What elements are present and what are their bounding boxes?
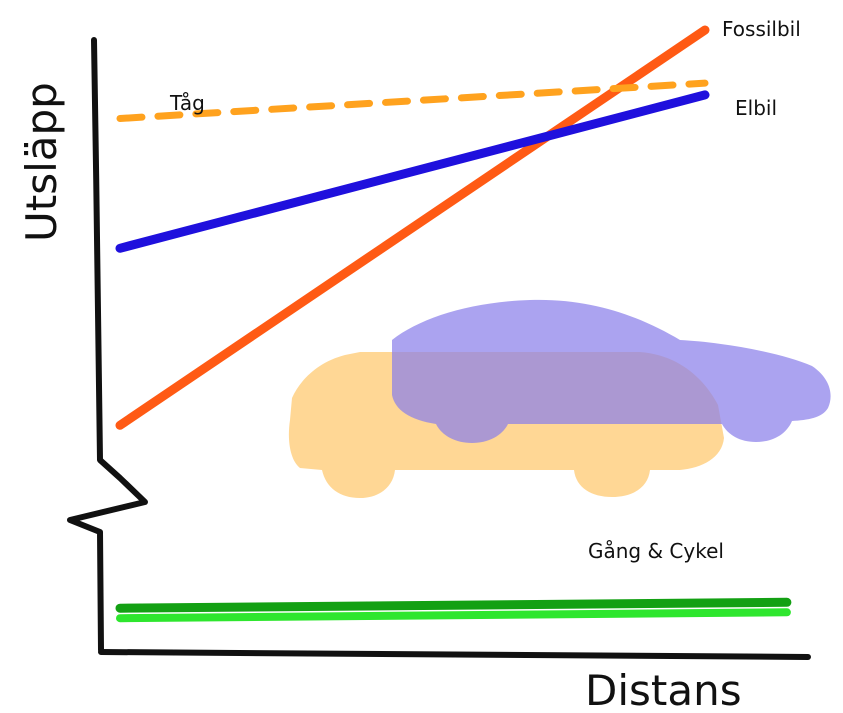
series-line-gang-cykel bbox=[120, 602, 787, 608]
electric-car-illustration bbox=[392, 300, 831, 443]
label-fossilbil: Fossilbil bbox=[722, 17, 801, 41]
series-line-tag bbox=[120, 83, 705, 118]
x-axis-title: Distans bbox=[585, 666, 742, 713]
y-axis-upper bbox=[70, 40, 145, 650]
label-tag: Tåg bbox=[169, 91, 205, 115]
label-gang-cykel: Gång & Cykel bbox=[588, 539, 724, 563]
series-line-gang-cykel-secondary bbox=[120, 612, 787, 618]
x-axis bbox=[101, 652, 808, 657]
label-elbil: Elbil bbox=[735, 96, 777, 120]
y-axis-title: Utsläpp bbox=[17, 82, 66, 242]
